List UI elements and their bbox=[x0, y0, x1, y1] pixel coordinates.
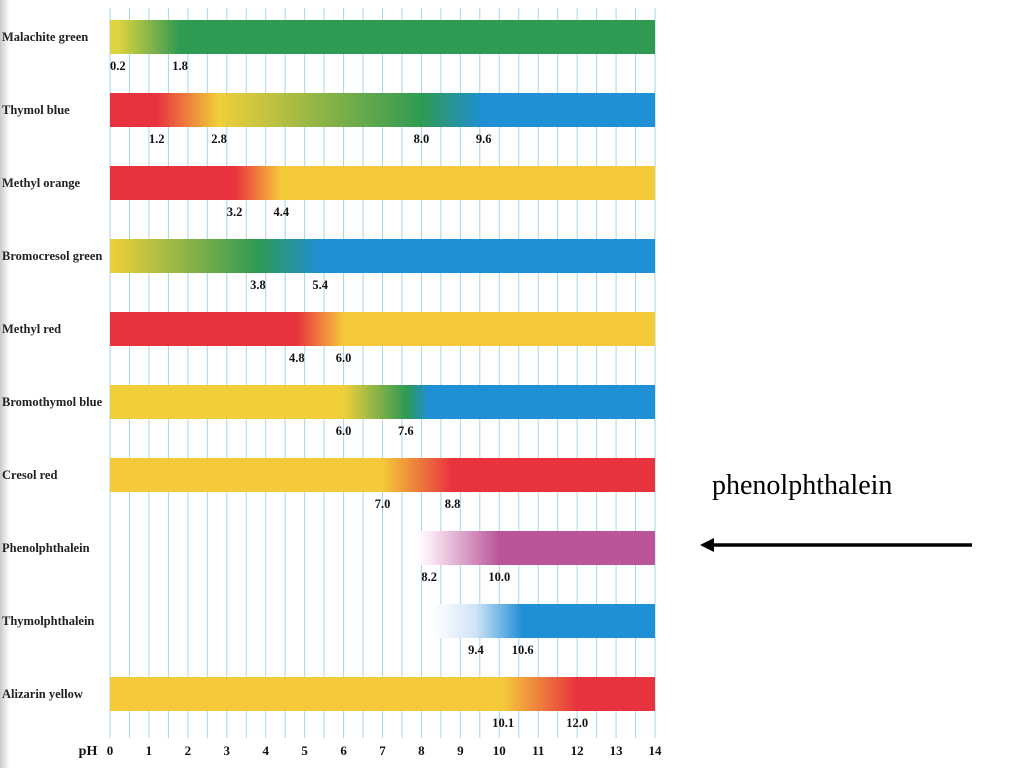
transition-label-methyl-red: 4.8 bbox=[289, 351, 305, 365]
transition-label-thymol-blue: 9.6 bbox=[476, 132, 492, 146]
transition-label-cresol-red: 7.0 bbox=[375, 497, 391, 511]
bar-thymol-blue bbox=[110, 93, 655, 127]
page-edge-shadow bbox=[0, 0, 10, 768]
x-tick-label: 3 bbox=[224, 743, 231, 758]
x-tick-label: 4 bbox=[262, 743, 269, 758]
indicator-name-thymol-blue: Thymol blue bbox=[2, 103, 70, 117]
transition-label-malachite-green: 0.2 bbox=[110, 59, 126, 73]
x-tick-label: 0 bbox=[107, 743, 114, 758]
left-arrow-icon bbox=[700, 538, 972, 552]
transition-label-alizarin-yellow: 12.0 bbox=[566, 716, 588, 730]
x-tick-label: 5 bbox=[301, 743, 308, 758]
indicator-name-cresol-red: Cresol red bbox=[2, 468, 57, 482]
bar-alizarin-yellow bbox=[110, 677, 655, 711]
transition-label-thymolphthalein: 10.6 bbox=[512, 643, 534, 657]
transition-label-thymol-blue: 1.2 bbox=[149, 132, 165, 146]
x-tick-label: 6 bbox=[340, 743, 347, 758]
x-tick-label: 9 bbox=[457, 743, 464, 758]
transition-label-bromothymol-blue: 7.6 bbox=[398, 424, 414, 438]
transition-label-bromothymol-blue: 6.0 bbox=[336, 424, 352, 438]
x-tick-label: 10 bbox=[493, 743, 506, 758]
x-tick-label: 11 bbox=[532, 743, 544, 758]
transition-label-thymol-blue: 8.0 bbox=[414, 132, 430, 146]
indicator-name-thymolphthalein: Thymolphthalein bbox=[2, 614, 94, 628]
transition-label-phenolphthalein: 8.2 bbox=[421, 570, 437, 584]
bar-methyl-orange bbox=[110, 166, 655, 200]
ph-axis: pH 0 1 2 3 4 5 6 7 8 9 10 11 12 13 14 bbox=[79, 743, 662, 759]
x-tick-label: 7 bbox=[379, 743, 386, 758]
indicator-labels: Malachite green 0.2 1.8 Thymol blue 1.2 2.8 8.… bbox=[2, 30, 588, 730]
transition-label-methyl-orange: 4.4 bbox=[273, 205, 289, 219]
transition-label-alizarin-yellow: 10.1 bbox=[492, 716, 514, 730]
transition-label-methyl-orange: 3.2 bbox=[227, 205, 243, 219]
bar-bromocresol-green bbox=[110, 239, 655, 273]
indicator-name-methyl-red: Methyl red bbox=[2, 322, 61, 336]
bar-cresol-red bbox=[110, 458, 655, 492]
grid-lines bbox=[109, 8, 656, 738]
indicator-name-phenolphthalein: Phenolphthalein bbox=[2, 541, 90, 555]
transition-label-cresol-red: 8.8 bbox=[445, 497, 461, 511]
bar-thymolphthalein bbox=[433, 604, 655, 638]
indicator-bars bbox=[110, 20, 655, 711]
transition-label-phenolphthalein: 10.0 bbox=[488, 570, 510, 584]
x-tick-label: 1 bbox=[146, 743, 153, 758]
x-tick-label: 12 bbox=[571, 743, 584, 758]
transition-label-malachite-green: 1.8 bbox=[172, 59, 188, 73]
transition-label-bromocresol-green: 3.8 bbox=[250, 278, 266, 292]
x-tick-label: 2 bbox=[185, 743, 192, 758]
indicator-name-methyl-orange: Methyl orange bbox=[2, 176, 81, 190]
bar-methyl-red bbox=[110, 312, 655, 346]
transition-label-thymolphthalein: 9.4 bbox=[468, 643, 484, 657]
indicator-chart: Malachite green 0.2 1.8 Thymol blue 1.2 2.8 8.… bbox=[2, 8, 662, 759]
x-tick-label: 8 bbox=[418, 743, 425, 758]
transition-label-methyl-red: 6.0 bbox=[336, 351, 352, 365]
x-tick-label: 13 bbox=[610, 743, 624, 758]
indicator-name-bromocresol-green: Bromocresol green bbox=[2, 249, 102, 263]
indicator-name-bromothymol-blue: Bromothymol blue bbox=[2, 395, 103, 409]
x-tick-label: 14 bbox=[649, 743, 663, 758]
indicator-name-alizarin-yellow: Alizarin yellow bbox=[2, 687, 83, 701]
x-axis-title: pH bbox=[79, 744, 98, 759]
indicator-name-malachite-green: Malachite green bbox=[2, 30, 88, 44]
bar-phenolphthalein bbox=[417, 531, 655, 565]
bar-bromothymol-blue bbox=[110, 385, 655, 419]
bar-malachite-green bbox=[110, 20, 655, 54]
transition-label-thymol-blue: 2.8 bbox=[211, 132, 227, 146]
transition-label-bromocresol-green: 5.4 bbox=[312, 278, 328, 292]
callout-label: phenolphthalein bbox=[712, 470, 893, 501]
